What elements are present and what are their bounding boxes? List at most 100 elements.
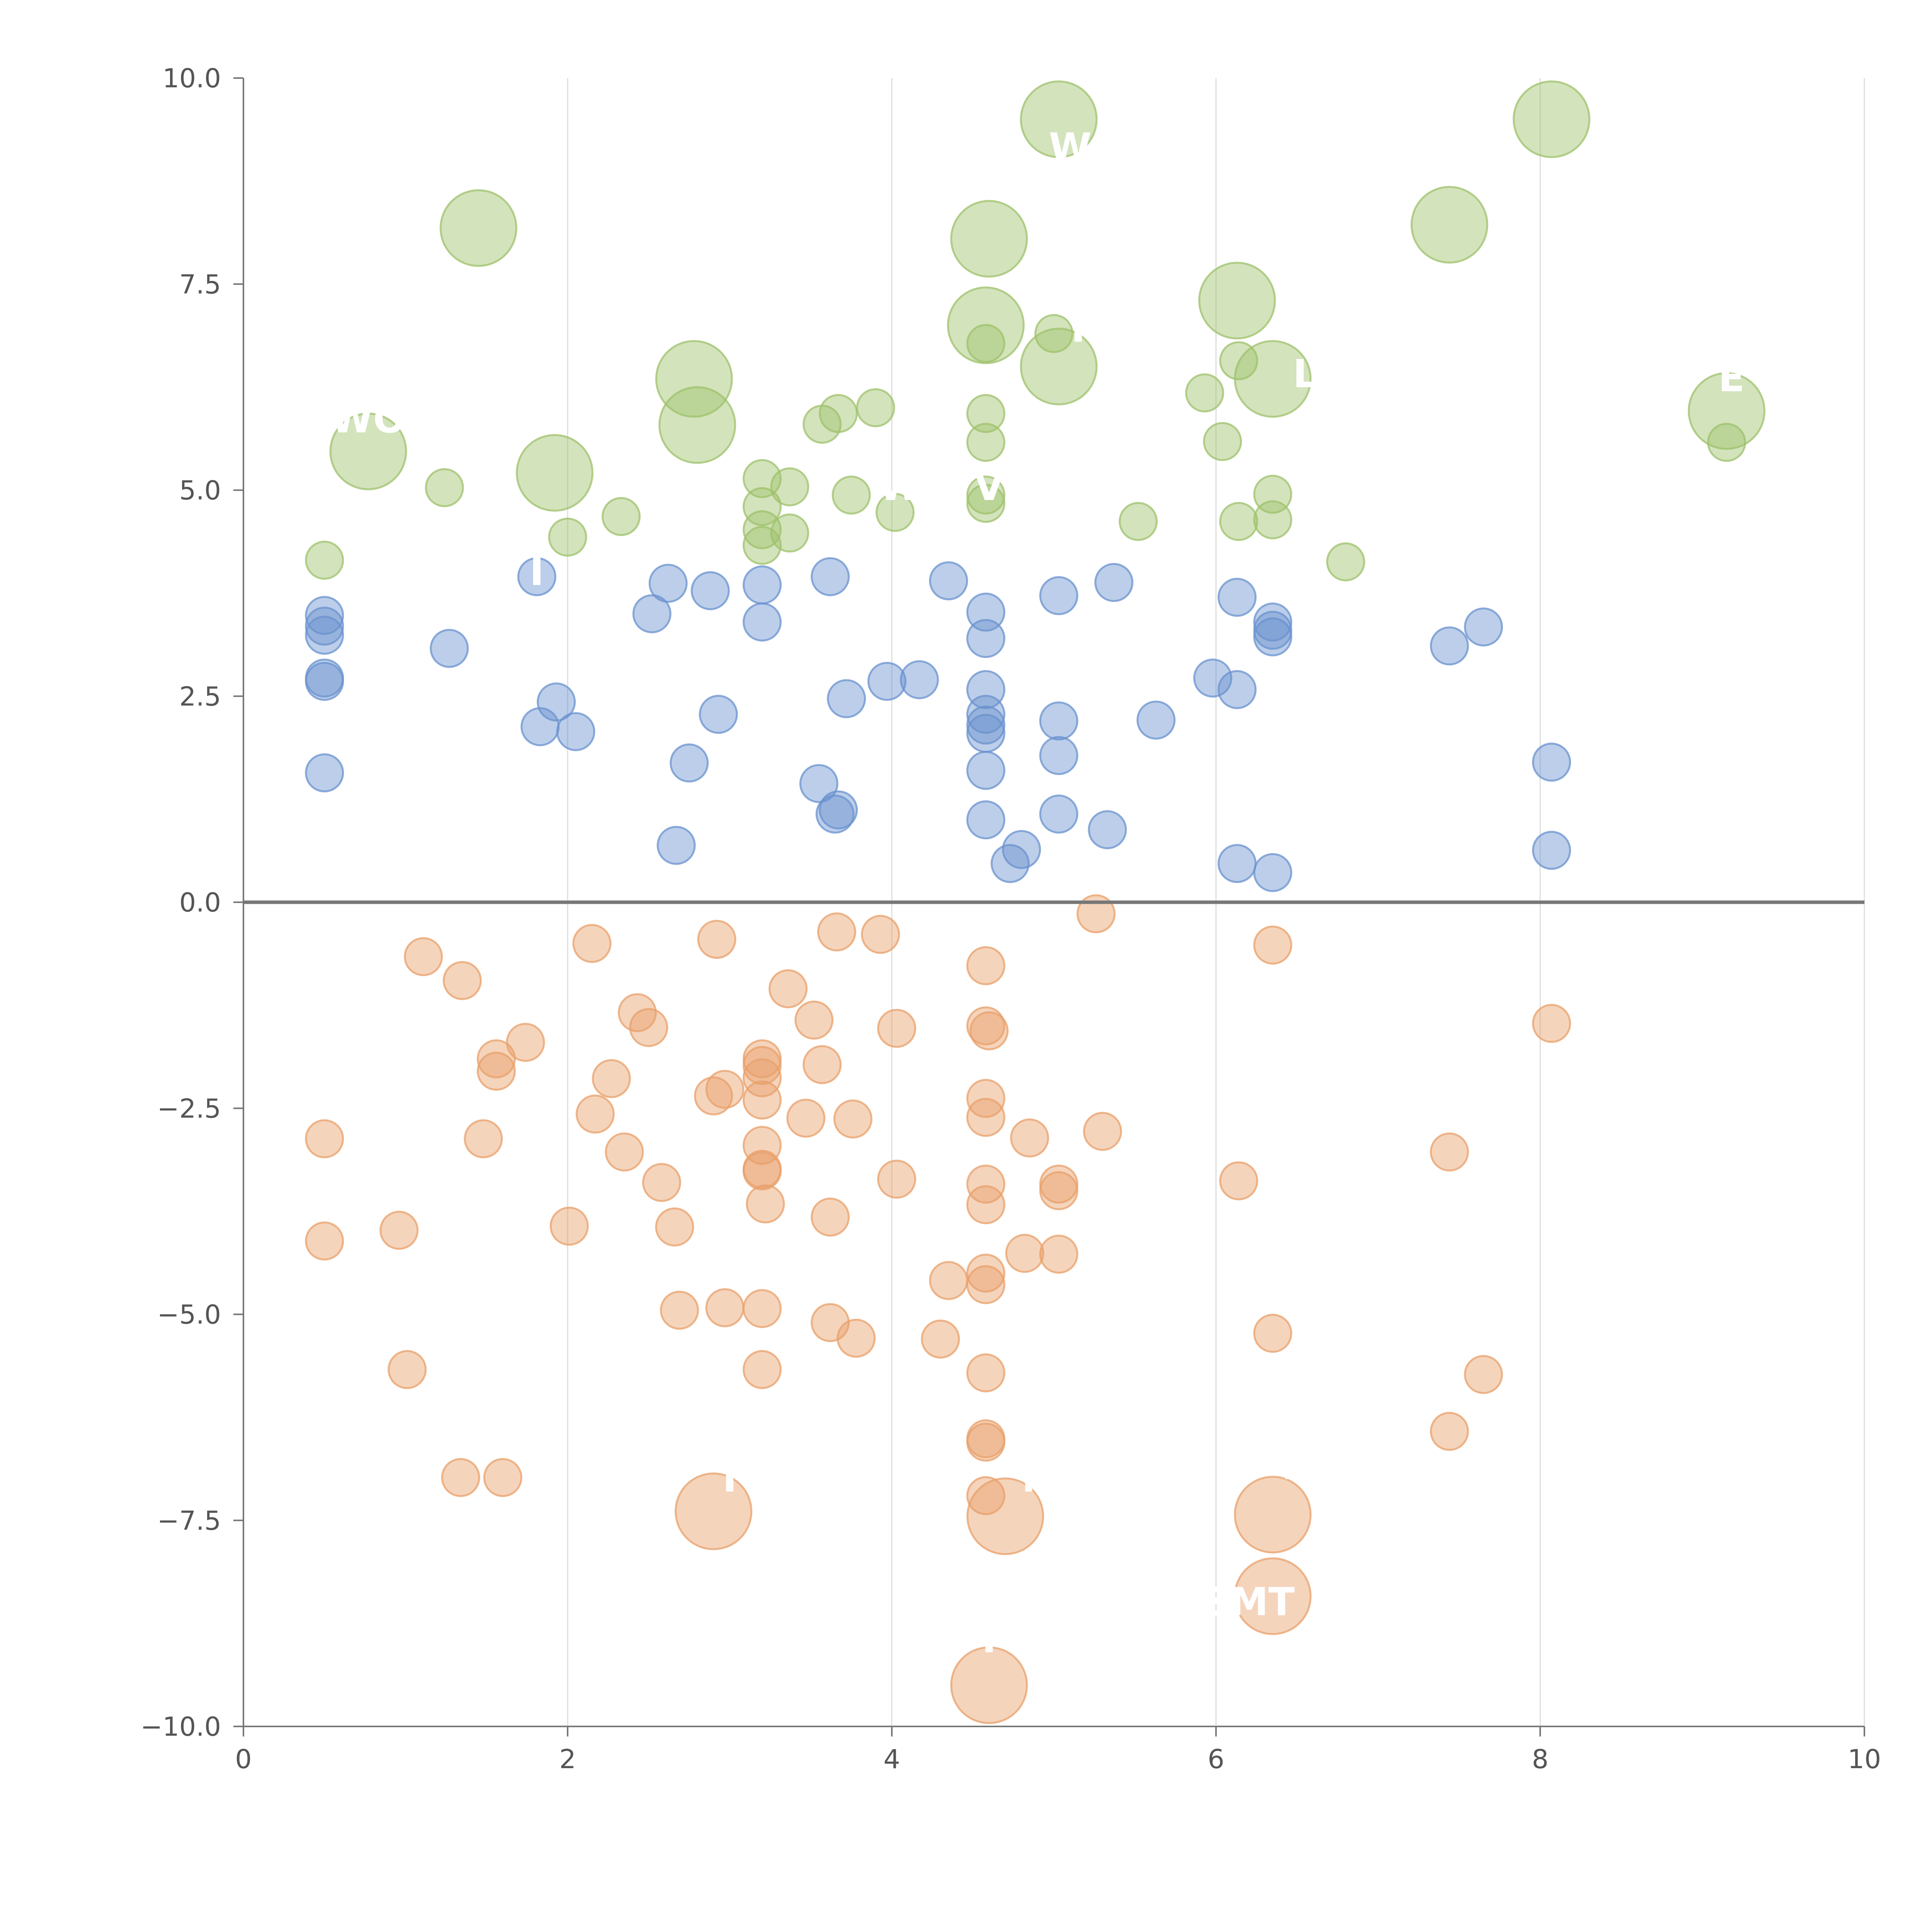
y-tick-label: −10.0 — [141, 1712, 221, 1742]
data-point-green — [770, 467, 810, 507]
data-point-orange — [929, 1261, 968, 1300]
data-point-green — [655, 340, 733, 418]
annotation-layer: WO I W Y L E W V I M I SMT I — [330, 124, 1745, 1662]
data-point-orange — [742, 1080, 782, 1120]
data-point-orange — [705, 1288, 745, 1327]
data-point-orange — [441, 1458, 480, 1497]
data-point-green — [966, 394, 1005, 433]
data-point-orange — [1219, 1161, 1259, 1201]
data-point-blue — [1430, 626, 1469, 666]
data-point-green — [425, 468, 464, 507]
data-point-orange — [969, 1011, 1009, 1051]
data-point-orange — [1234, 1557, 1312, 1635]
data-point-orange — [655, 1207, 694, 1247]
data-point-orange — [379, 1211, 419, 1250]
data-point-green — [515, 434, 594, 512]
data-point-green — [966, 475, 1005, 515]
data-point-blue — [966, 751, 1005, 790]
data-point-blue — [1253, 602, 1293, 642]
data-point-blue — [537, 682, 576, 722]
data-point-green — [1410, 186, 1488, 264]
data-point-orange — [675, 1472, 753, 1550]
data-point-orange — [966, 1353, 1005, 1393]
point-annotation: W — [879, 464, 921, 509]
data-point-blue — [699, 695, 738, 734]
data-point-orange — [1253, 925, 1293, 965]
data-point-blue — [1039, 701, 1078, 741]
y-tick-label: −7.5 — [157, 1506, 221, 1536]
data-point-orange — [476, 1039, 516, 1078]
data-point-blue — [966, 619, 1005, 658]
data-point-green — [1512, 80, 1590, 158]
data-point-orange — [742, 1289, 782, 1328]
data-point-blue — [1002, 830, 1041, 869]
y-tick-label: 10.0 — [163, 63, 221, 94]
data-point-green — [950, 200, 1028, 278]
data-point-orange — [794, 1000, 834, 1040]
data-point-orange — [1532, 1004, 1571, 1043]
data-point-orange — [592, 1059, 631, 1098]
data-point-blue — [1218, 844, 1257, 883]
data-point-blue — [742, 565, 782, 605]
data-point-orange — [1464, 1355, 1503, 1394]
data-point-orange — [861, 915, 900, 954]
point-annotation: WO — [330, 396, 406, 442]
data-point-green — [305, 541, 344, 580]
data-point-blue — [1218, 578, 1257, 617]
data-point-orange — [746, 1184, 785, 1224]
data-point-blue — [1532, 831, 1571, 870]
data-point-orange — [1039, 1171, 1078, 1211]
data-point-blue — [966, 800, 1005, 840]
data-point-orange — [966, 1476, 1005, 1515]
y-tick-label: 7.5 — [179, 269, 221, 300]
data-point-orange — [877, 1160, 917, 1199]
data-point-green — [548, 517, 587, 557]
data-point-orange — [966, 1422, 1005, 1462]
data-point-orange — [506, 1023, 545, 1062]
data-point-green — [1020, 328, 1098, 406]
data-point-orange — [549, 1206, 589, 1246]
data-point-orange — [966, 1164, 1005, 1204]
data-point-orange — [803, 1045, 842, 1084]
data-point-orange — [1010, 1118, 1049, 1158]
data-point-green — [1203, 422, 1242, 461]
data-point-green — [856, 388, 895, 427]
data-point-blue — [900, 660, 939, 699]
point-annotation: W — [1049, 124, 1091, 170]
data-point-blue — [799, 764, 838, 803]
data-point-orange — [769, 969, 808, 1009]
data-point-blue — [648, 564, 688, 603]
data-point-green — [439, 189, 517, 267]
data-point-orange — [966, 1265, 1005, 1304]
data-point-blue — [827, 679, 866, 718]
data-point-blue — [742, 602, 782, 642]
data-point-green — [1034, 314, 1073, 353]
point-annotation: M — [1022, 1456, 1060, 1501]
data-point-green — [1198, 262, 1276, 340]
data-point-green — [1119, 502, 1158, 541]
points-layer — [305, 80, 1765, 1724]
data-point-orange — [742, 1350, 782, 1389]
data-point-blue — [305, 616, 344, 655]
data-point-blue — [1532, 742, 1571, 782]
point-annotation: L — [1293, 351, 1318, 396]
point-annotation: I — [723, 1456, 737, 1501]
data-point-green — [1234, 340, 1312, 418]
data-point-blue — [1039, 794, 1078, 834]
data-point-orange — [966, 1477, 1044, 1555]
data-point-orange — [742, 1046, 782, 1085]
point-annotation: Y — [1064, 306, 1093, 351]
data-point-orange — [605, 1132, 644, 1172]
point-annotation: I — [982, 1616, 996, 1662]
y-tick-label: 0.0 — [179, 888, 221, 918]
data-point-blue — [430, 629, 469, 668]
data-point-orange — [694, 1076, 733, 1116]
data-point-blue — [632, 594, 672, 633]
data-point-blue — [305, 662, 344, 701]
data-point-blue — [1094, 563, 1134, 602]
data-point-orange — [575, 1094, 615, 1134]
data-point-orange — [817, 912, 856, 952]
data-point-orange — [966, 1185, 1005, 1225]
data-point-orange — [305, 1119, 344, 1158]
point-annotation: I — [530, 549, 544, 594]
